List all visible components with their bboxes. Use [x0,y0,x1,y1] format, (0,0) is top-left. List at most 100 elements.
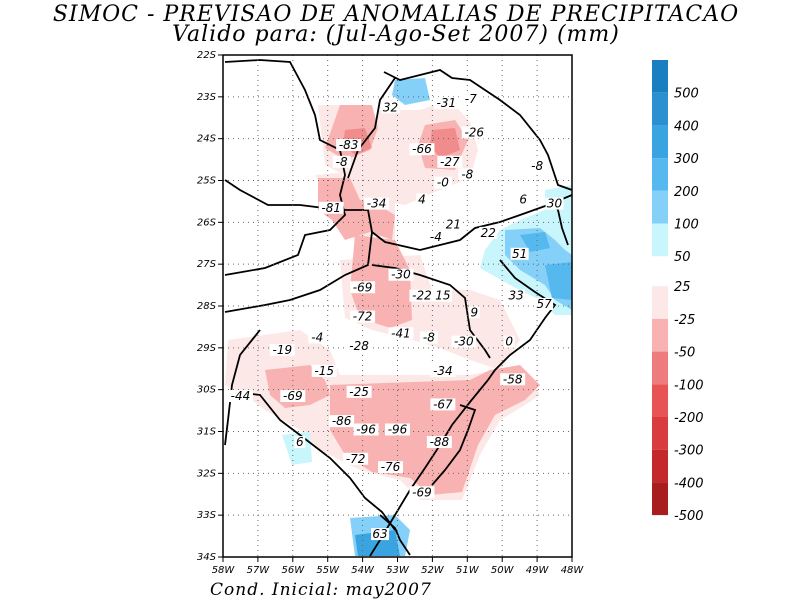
value-label-bg [346,385,372,398]
value-label: -83 [339,138,359,152]
value-label-bg [468,306,480,319]
anomaly-fill-layer [225,78,572,556]
lon-tick-label: 48W [561,565,585,576]
lon-tick-label: 49W [526,565,550,576]
lat-tick-label: 28S [197,301,217,312]
value-label: -69 [353,280,373,294]
value-label-bg [433,289,452,302]
value-label: 57 [536,297,552,311]
value-label-bg [227,390,253,403]
legend-label: 100 [674,218,699,233]
value-label: -58 [503,372,523,386]
legend-label: 50 [674,250,691,265]
value-labels: 32 -31 -7-26-83 -66-8 -27 -8-8-04 6 30-81 -34212… [227,92,564,541]
value-label: 6 [519,192,527,206]
lon-tick-label: 52W [421,565,445,576]
legend-label: 400 [674,119,699,134]
legend-label: -25 [674,313,695,328]
value-label-bg [311,364,337,377]
legend-swatch [652,223,668,257]
value-label-bg [430,364,456,377]
value-label-bg [416,193,428,206]
lon-tick-label: 57W [247,565,271,576]
region-blue [520,232,550,252]
value-label: 15 [435,289,450,303]
value-label-bg [409,289,435,302]
value-label: -76 [381,460,401,474]
value-label: -8 [336,155,348,169]
value-label: -4 [311,330,323,344]
value-label-bg [294,436,306,449]
lon-tick-label: 58W [212,565,236,576]
value-label: -72 [353,310,373,324]
lat-tick-label: 27S [197,259,217,270]
value-label: 21 [446,218,461,232]
value-label-bg [385,423,410,436]
value-label-bg [388,268,414,281]
legend-label: 300 [674,152,699,167]
value-label: -15 [314,364,334,378]
region-blue [545,262,572,300]
value-label: -31 [437,96,457,110]
value-label-bg [430,398,456,411]
legend-label: -300 [674,444,704,459]
border-line [224,179,573,251]
value-label: -69 [412,485,432,499]
value-label: 6 [296,435,304,449]
value-label-bg [350,281,376,294]
value-label: 22 [481,226,496,240]
lon-tick-label: 54W [351,565,375,576]
value-label: 51 [512,247,527,261]
value-label-bg [378,461,404,474]
value-label-bg [528,159,547,172]
legend-label: -200 [674,411,704,426]
value-label-bg [280,390,306,403]
value-label-bg [371,528,390,541]
value-label-bg [329,415,355,428]
value-label-bg [503,335,515,348]
value-label: -8 [531,159,543,173]
map-subtitle: Valido para: (Jul-Ago-Set 2007) (mm) [172,22,620,47]
value-label: -34 [433,364,453,378]
lat-tick-label: 30S [197,385,217,396]
value-label-bg [350,310,376,323]
value-label-bg [461,126,487,139]
border-line [347,77,396,179]
border-line [431,404,477,486]
value-label-bg [444,218,463,231]
lon-tick-label: 55W [316,565,340,576]
value-label: -96 [356,423,376,437]
legend-label: -50 [674,346,695,361]
value-label: -7 [465,92,477,106]
value-label: -88 [430,435,450,449]
legend-label: -100 [674,378,704,393]
legend-label: 200 [674,185,699,200]
legend-swatch [652,318,668,352]
border-line [224,59,346,276]
value-label-bg [364,197,390,210]
value-label: -22 [412,289,432,303]
region-pink [350,235,412,328]
value-label: 33 [509,289,524,303]
grid-layer [223,55,572,557]
value-label-bg [451,335,477,348]
value-label: 4 [418,192,426,206]
lat-tick-label: 23S [197,92,217,103]
lat-tick-label: 24S [197,134,217,145]
region-red [430,128,460,158]
legend-label: 25 [674,280,691,295]
value-label-bg [479,226,498,239]
color-legend: 500 400 300 200 100 50 25 -25 -50 -100 -200 -300 -40… [652,60,704,524]
legend-label: -400 [674,476,704,491]
value-label: -81 [321,201,341,215]
value-label: -72 [346,452,366,466]
value-label-bg [426,436,452,449]
value-label-bg [346,339,372,352]
value-label: 30 [547,197,563,211]
map-title: SIMOC - PREVISAO DE ANOMALIAS DE PRECIPI… [52,2,740,27]
value-label-bg [500,373,526,386]
value-label-bg [388,327,414,340]
value-label: -4 [430,230,442,244]
value-label: -44 [231,389,251,403]
value-label: 63 [372,527,387,541]
